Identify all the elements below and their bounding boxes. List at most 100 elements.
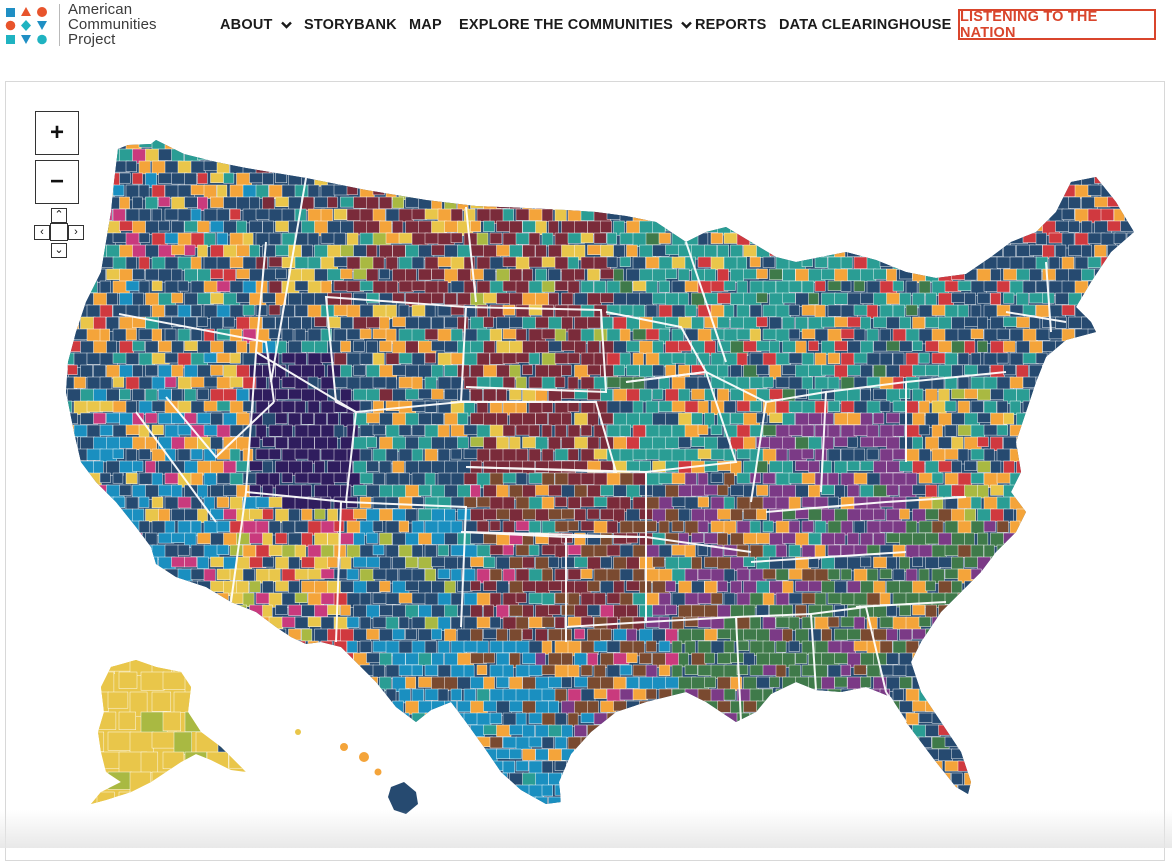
county-shape[interactable] [523, 821, 538, 835]
county-shape[interactable] [191, 401, 206, 414]
county-shape[interactable] [269, 545, 283, 556]
county-shape[interactable] [1043, 725, 1056, 738]
county-shape[interactable] [107, 533, 121, 545]
county-shape[interactable] [1134, 317, 1146, 327]
county-shape[interactable] [1114, 401, 1129, 412]
county-shape[interactable] [692, 821, 703, 836]
county-shape[interactable] [315, 509, 326, 519]
county-shape[interactable] [926, 149, 942, 163]
county-shape[interactable] [952, 677, 963, 691]
county-shape[interactable] [874, 341, 888, 351]
county-shape[interactable] [302, 701, 314, 715]
county-shape[interactable] [94, 509, 110, 524]
county-shape[interactable] [1095, 461, 1109, 474]
county-shape[interactable] [835, 749, 848, 760]
county-shape[interactable] [289, 821, 302, 834]
county-shape[interactable] [1075, 161, 1087, 175]
county-shape[interactable] [601, 557, 612, 568]
county-shape[interactable] [1056, 797, 1070, 810]
county-shape[interactable] [256, 209, 270, 220]
county-shape[interactable] [789, 617, 799, 630]
county-shape[interactable] [1043, 341, 1058, 352]
county-shape[interactable] [581, 761, 598, 775]
county-shape[interactable] [81, 581, 92, 595]
county-shape[interactable] [1095, 749, 1109, 761]
county-shape[interactable] [549, 701, 559, 714]
county-shape[interactable] [991, 749, 1005, 762]
county-shape[interactable] [757, 725, 769, 735]
county-shape[interactable] [87, 161, 100, 171]
county-shape[interactable] [458, 749, 475, 761]
county-shape[interactable] [659, 785, 676, 796]
county-shape[interactable] [627, 821, 640, 833]
county-shape[interactable] [126, 641, 143, 655]
county-shape[interactable] [1010, 665, 1026, 676]
county-shape[interactable] [510, 797, 522, 807]
county-shape[interactable] [627, 509, 641, 522]
county-shape[interactable] [419, 317, 431, 330]
county-shape[interactable] [1010, 593, 1020, 605]
county-shape[interactable] [1095, 173, 1108, 183]
county-shape[interactable] [562, 413, 572, 425]
county-shape[interactable] [276, 749, 291, 759]
county-shape[interactable] [783, 725, 794, 736]
county-shape[interactable] [646, 185, 660, 195]
county-shape[interactable] [1030, 389, 1043, 403]
county-shape[interactable] [789, 329, 800, 339]
county-shape[interactable] [490, 569, 502, 581]
county-shape[interactable] [646, 737, 663, 747]
county-shape[interactable] [763, 161, 774, 175]
county-shape[interactable] [1023, 257, 1037, 271]
alaska-counties[interactable] [64, 652, 273, 815]
county-shape[interactable] [1062, 377, 1078, 392]
county-shape[interactable] [1049, 665, 1059, 677]
county-shape[interactable] [601, 797, 617, 807]
county-shape[interactable] [809, 293, 819, 305]
county-shape[interactable] [1121, 461, 1131, 476]
county-shape[interactable] [802, 761, 816, 773]
county-shape[interactable] [575, 629, 585, 639]
county-shape[interactable] [48, 257, 60, 269]
county-shape[interactable] [139, 473, 153, 484]
county-shape[interactable] [971, 521, 984, 534]
county-shape[interactable] [763, 809, 779, 823]
county-shape[interactable] [854, 209, 867, 221]
county-shape[interactable] [523, 773, 537, 787]
county-shape[interactable] [393, 509, 407, 521]
county-shape[interactable] [776, 569, 788, 580]
county-shape[interactable] [419, 749, 433, 761]
county-shape[interactable] [926, 197, 942, 210]
county-shape[interactable] [178, 641, 193, 651]
county-shape[interactable] [74, 473, 90, 485]
county-shape[interactable] [289, 437, 303, 449]
county-shape[interactable] [204, 353, 216, 363]
county-shape[interactable] [1140, 497, 1154, 510]
county-shape[interactable] [172, 821, 183, 831]
county-shape[interactable] [464, 737, 481, 752]
county-shape[interactable] [555, 233, 569, 246]
county-shape[interactable] [276, 773, 293, 785]
county-shape[interactable] [770, 725, 784, 737]
county-shape[interactable] [393, 221, 403, 234]
nav-reports[interactable]: REPORTS [695, 17, 767, 33]
county-shape[interactable] [932, 689, 948, 701]
county-shape[interactable] [315, 341, 328, 354]
county-shape[interactable] [1134, 197, 1147, 208]
county-shape[interactable] [965, 197, 977, 209]
county-shape[interactable] [347, 689, 362, 704]
county-shape[interactable] [126, 809, 143, 823]
county-shape[interactable] [308, 689, 319, 701]
county-shape[interactable] [562, 797, 574, 809]
county-shape[interactable] [74, 329, 88, 340]
county-shape[interactable] [1147, 701, 1164, 714]
county-shape[interactable] [373, 449, 386, 462]
county-shape[interactable] [770, 773, 786, 785]
county-shape[interactable] [627, 773, 637, 784]
county-shape[interactable] [1095, 773, 1108, 783]
county-shape[interactable] [386, 545, 398, 558]
county-shape[interactable] [1075, 569, 1090, 582]
county-shape[interactable] [250, 821, 267, 835]
county-shape[interactable] [269, 713, 282, 723]
county-shape[interactable] [503, 473, 517, 483]
county-shape[interactable] [308, 137, 320, 150]
